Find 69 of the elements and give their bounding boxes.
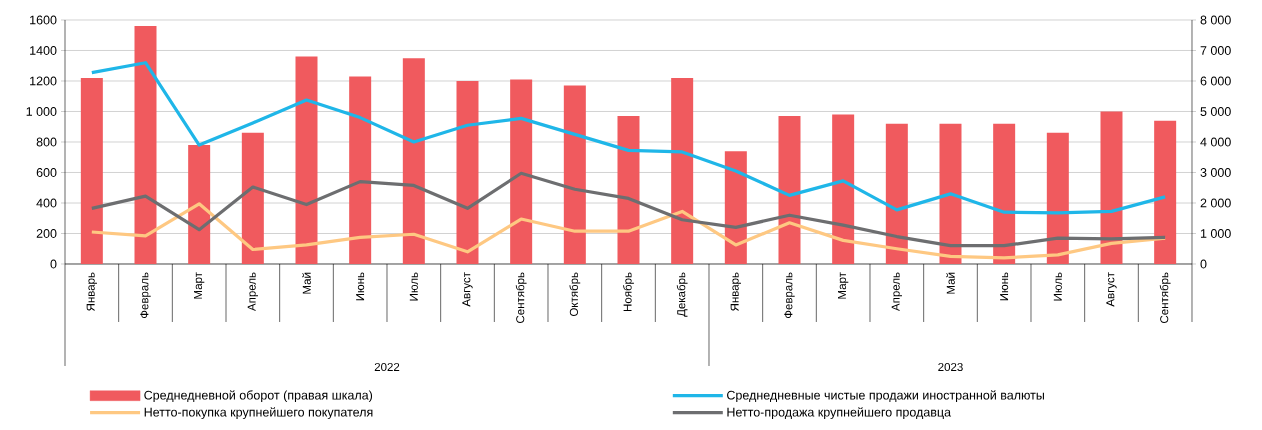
bar bbox=[724, 151, 747, 264]
x-tick-label: Сентябрь bbox=[515, 272, 527, 323]
bar bbox=[885, 123, 908, 264]
y2-tick-label: 2 000 bbox=[1200, 198, 1231, 208]
x-tick-label: Январь bbox=[730, 272, 741, 311]
line-series bbox=[90, 171, 1167, 248]
text: 2023 bbox=[938, 362, 963, 372]
x-tick-label: Май bbox=[946, 272, 955, 294]
y-tick-label: 0 bbox=[50, 259, 57, 269]
x-tick-label: Март bbox=[194, 272, 205, 299]
y-tick-label: 800 bbox=[36, 137, 57, 147]
y-tick-label: 1200 bbox=[30, 76, 57, 86]
x-tick-label: Май bbox=[302, 272, 311, 294]
x-tick-label: Июнь bbox=[356, 272, 365, 301]
x-tick-label: Ноябрь bbox=[623, 272, 634, 311]
bar bbox=[349, 76, 372, 264]
y2-tick-label: 8 000 bbox=[1200, 15, 1231, 25]
x-tick-label: Июль bbox=[1053, 272, 1062, 301]
bar bbox=[993, 123, 1016, 264]
text: 2022 bbox=[374, 362, 400, 372]
legend-label: Среднедневной оборот (правая шкала) bbox=[144, 390, 373, 403]
x-tick-label: Август bbox=[1106, 272, 1117, 307]
bar bbox=[295, 56, 318, 264]
bar bbox=[563, 85, 586, 264]
bar bbox=[80, 77, 103, 264]
bar bbox=[241, 132, 264, 264]
y-tick-label: 400 bbox=[36, 198, 57, 208]
x-tick-label: Февраль bbox=[140, 272, 151, 319]
bar bbox=[617, 116, 640, 264]
bar bbox=[1046, 132, 1069, 264]
bar bbox=[778, 116, 801, 264]
bar bbox=[510, 79, 533, 264]
x-tick-label: Октябрь bbox=[569, 272, 581, 317]
bar bbox=[671, 77, 694, 264]
y-tick-label: 1400 bbox=[30, 46, 57, 55]
line-series bbox=[90, 61, 1167, 215]
x-tick-label: Июнь bbox=[1000, 272, 1009, 301]
x-tick-label: Январь bbox=[86, 272, 97, 311]
y2-tick-label: 1 000 bbox=[1200, 229, 1231, 238]
y-tick-label: 600 bbox=[36, 168, 57, 177]
x-tick-label: Апрель bbox=[891, 272, 902, 312]
y-tick-label: 200 bbox=[36, 229, 57, 238]
legend-label: Нетто-покупка крупнейшего покупателя bbox=[144, 407, 373, 420]
x-tick-label: Февраль bbox=[784, 272, 795, 319]
line-series bbox=[90, 202, 1167, 260]
bar bbox=[939, 123, 962, 264]
bar bbox=[134, 26, 157, 264]
bar bbox=[1100, 111, 1123, 264]
y2-tick-label: 7 000 bbox=[1200, 46, 1231, 55]
legend-label: Нетто-продажа крупнейшего продавца bbox=[727, 407, 952, 420]
y-tick-label: 1 000 bbox=[26, 107, 57, 116]
y2-tick-label: 5 000 bbox=[1200, 107, 1231, 116]
bar bbox=[456, 81, 479, 264]
y2-tick-label: 0 bbox=[1200, 259, 1207, 269]
bar bbox=[402, 58, 425, 264]
x-tick-label: Март bbox=[838, 272, 849, 299]
y2-tick-label: 6 000 bbox=[1200, 76, 1231, 86]
bar bbox=[1154, 120, 1177, 264]
bar bbox=[188, 145, 211, 264]
legend-label: Среднедневные чистые продажи иностранной валюты bbox=[727, 390, 1044, 403]
x-tick-label: Август bbox=[462, 272, 473, 307]
y2-tick-label: 4 000 bbox=[1200, 137, 1231, 147]
y-tick-label: 1600 bbox=[30, 15, 57, 25]
y2-tick-label: 3 000 bbox=[1200, 168, 1231, 177]
x-tick-label: Декабрь bbox=[676, 272, 688, 317]
bar bbox=[832, 114, 855, 264]
x-tick-label: Июль bbox=[409, 272, 418, 301]
x-tick-label: Апрель bbox=[247, 272, 258, 312]
x-tick-label: Сентябрь bbox=[1159, 272, 1171, 323]
